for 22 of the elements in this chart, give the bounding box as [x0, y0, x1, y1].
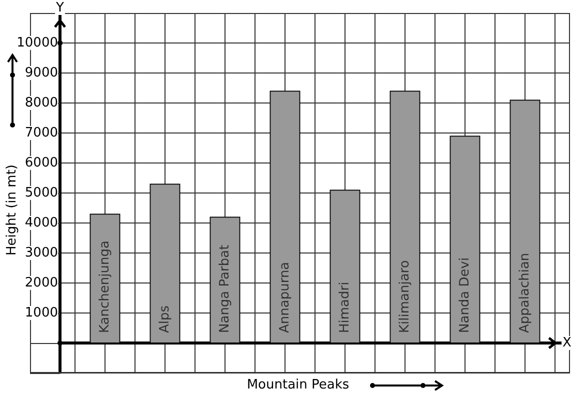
y-tick-label: 7000	[24, 125, 58, 140]
y-axis-title: Height (in mt)	[4, 164, 20, 256]
x-tick-label: Himadri	[337, 282, 352, 333]
x-tick-label: Nanga Parbat	[217, 244, 232, 333]
x-axis-title: Mountain Peaks	[246, 377, 350, 392]
y-tick-label: 10000	[16, 35, 58, 50]
y-tick-label: 8000	[24, 95, 58, 110]
y-tick-label: 6000	[24, 155, 58, 170]
y-tick-label: 5000	[24, 185, 58, 200]
x-tick-label: Annapurna	[277, 262, 292, 333]
x-tick-label: Nanda Devi	[457, 257, 472, 333]
y-tick-label: 4000	[24, 215, 58, 230]
y-tick-label: 3000	[24, 245, 58, 260]
x-tick-label: Kanchenjunga	[97, 240, 112, 333]
y-tick-label: 1000	[24, 305, 58, 320]
annotation: Y	[55, 0, 64, 16]
x-tick-label: Kilimanjaro	[397, 260, 412, 333]
x-tick-label: Appalachian	[517, 252, 532, 333]
y-tick-label: 2000	[24, 275, 58, 290]
x-tick-label: Alps	[157, 305, 172, 333]
annotation: X	[562, 335, 572, 350]
y-tick-label: 9000	[24, 65, 58, 80]
